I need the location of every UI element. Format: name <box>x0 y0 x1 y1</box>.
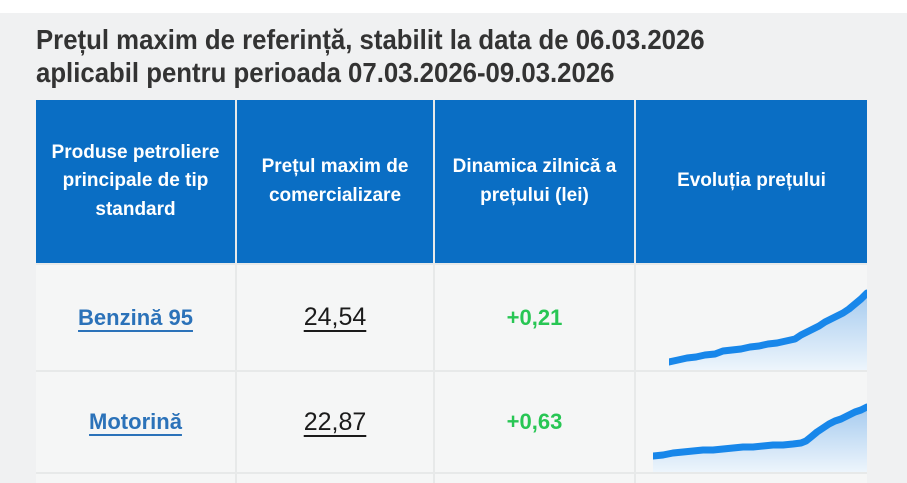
table-row-cutoff-product-cell <box>36 474 235 483</box>
max-price-value-benzina[interactable]: 24,54 <box>303 303 367 331</box>
table-row-motorina-chart-cell <box>636 372 867 472</box>
table-row-motorina-change-cell: +0,63 <box>435 372 634 472</box>
table-row-cutoff-price-cell <box>237 474 433 483</box>
header-cell-max-price: Prețul maxim de comercializare <box>237 100 433 263</box>
price-sparkline-chart-motorina <box>653 403 867 472</box>
page-title-line-1: Prețul maxim de referință, stabilit la d… <box>36 24 705 55</box>
fuel-prices-table: Produse petroliere principale de tip sta… <box>36 100 867 483</box>
product-link-benzina-95[interactable]: Benzină 95 <box>78 304 193 330</box>
daily-change-value-motorina: +0,63 <box>506 409 563 434</box>
max-price-value-motorina[interactable]: 22,87 <box>303 407 367 436</box>
table-row-benzina-chart-cell <box>636 265 867 370</box>
table-row-cutoff-change-cell <box>435 474 634 483</box>
table-row-benzina-change-cell: +0,21 <box>435 265 634 370</box>
table-row-benzina-product-cell: Benzină 95 <box>36 265 235 370</box>
header-cell-price-evolution: Evoluția prețului <box>636 100 867 263</box>
table-row-motorina-product-cell: Motorină <box>36 372 235 472</box>
table-row-benzina-price-cell: 24,54 <box>237 265 433 370</box>
product-link-motorina[interactable]: Motorină <box>89 409 182 434</box>
daily-change-value-benzina: +0,21 <box>506 304 563 330</box>
table-row-cutoff-chart-cell <box>636 474 867 483</box>
page-content: Prețul maxim de referință, stabilit la d… <box>0 23 907 483</box>
page-title-line-2: aplicabil pentru perioada 07.03.2026-09.… <box>36 57 615 88</box>
price-sparkline-chart-benzina <box>669 289 867 370</box>
table-row-motorina-price-cell: 22,87 <box>237 372 433 472</box>
header-cell-daily-change: Dinamica zilnică a prețului (lei) <box>435 100 634 263</box>
header-cell-products: Produse petroliere principale de tip sta… <box>36 100 235 263</box>
page-title: Prețul maxim de referință, stabilit la d… <box>36 23 837 89</box>
top-white-strip <box>0 0 907 13</box>
